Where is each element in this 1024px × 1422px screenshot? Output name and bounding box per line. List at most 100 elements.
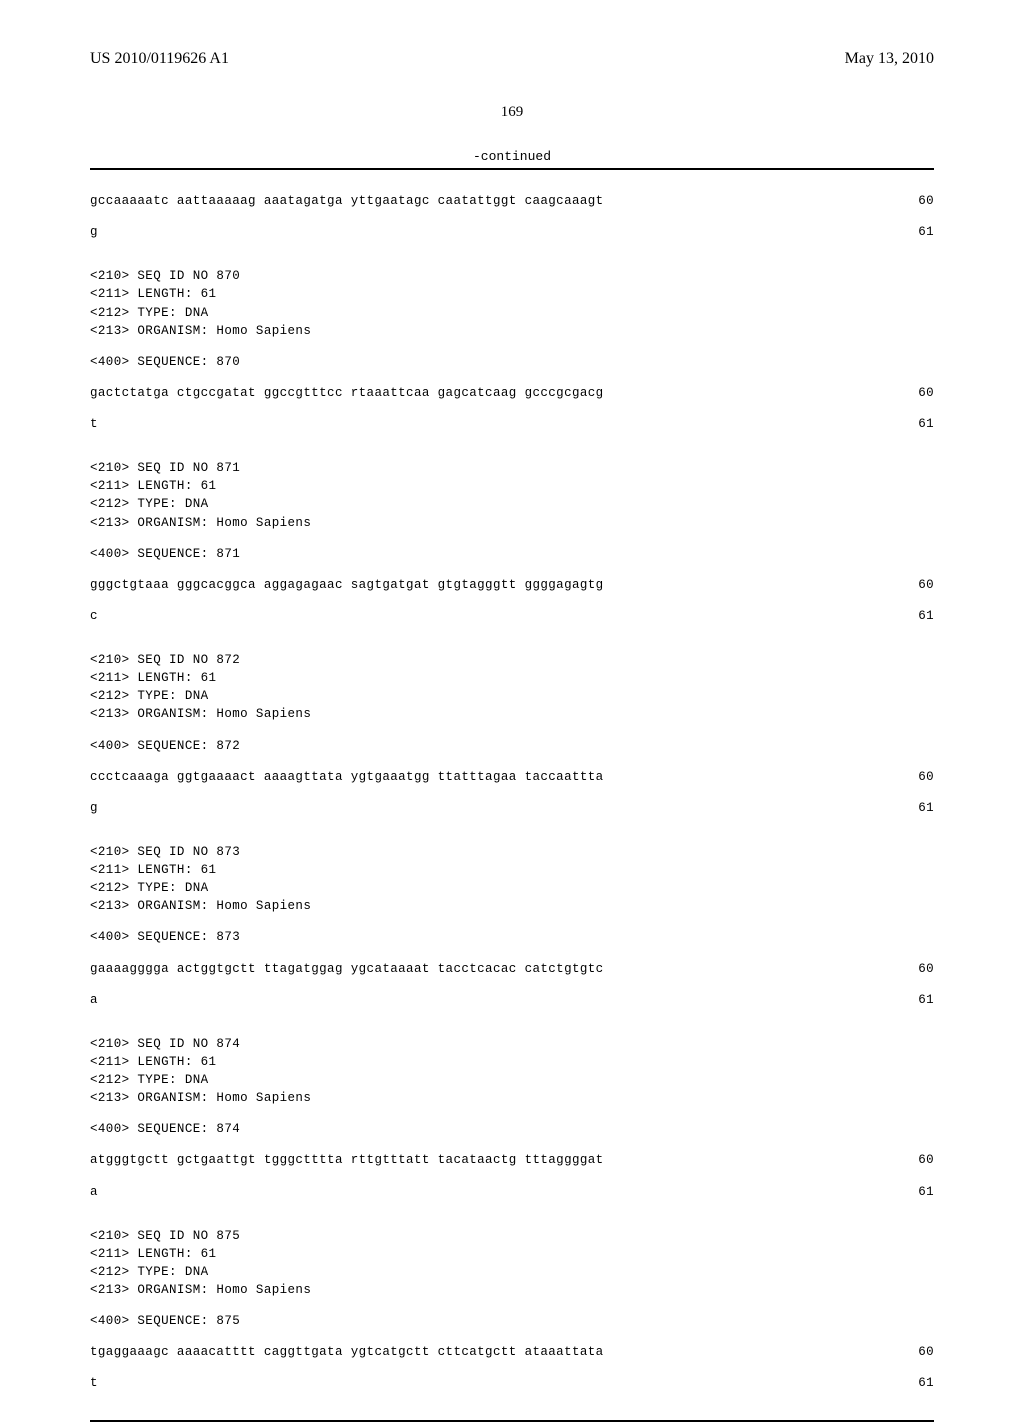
position-number: 61 xyxy=(894,223,934,241)
sequence-line: a xyxy=(90,1183,98,1201)
position-number: 60 xyxy=(894,960,934,978)
rule-top xyxy=(90,168,934,170)
position-number: 60 xyxy=(894,768,934,786)
page-header: US 2010/0119626 A1 May 13, 2010 xyxy=(90,50,934,68)
position-number: 61 xyxy=(894,1374,934,1392)
spacer xyxy=(90,594,934,607)
spacer xyxy=(90,638,934,651)
spacer xyxy=(90,786,934,799)
position-number: 60 xyxy=(894,384,934,402)
spacer xyxy=(90,1022,934,1035)
sequence-row: c61 xyxy=(90,607,934,625)
sequence-row: gactctatga ctgccgatat ggccgtttcc rtaaatt… xyxy=(90,384,934,402)
seq-meta: <212> TYPE: DNA xyxy=(90,495,934,513)
spacer xyxy=(90,1330,934,1343)
seq-meta: <213> ORGANISM: Homo Sapiens xyxy=(90,897,934,915)
seq-meta: <211> LENGTH: 61 xyxy=(90,285,934,303)
seq-meta: <210> SEQ ID NO 872 xyxy=(90,651,934,669)
seq-label: <400> SEQUENCE: 871 xyxy=(90,545,934,563)
seq-label: <400> SEQUENCE: 870 xyxy=(90,353,934,371)
spacer xyxy=(90,433,934,446)
sequence-line: gccaaaaatc aattaaaaag aaatagatga yttgaat… xyxy=(90,192,604,210)
seq-meta: <210> SEQ ID NO 870 xyxy=(90,267,934,285)
sequence-row: gccaaaaatc aattaaaaag aaatagatga yttgaat… xyxy=(90,192,934,210)
spacer xyxy=(90,210,934,223)
seq-meta: <211> LENGTH: 61 xyxy=(90,861,934,879)
seq-meta: <213> ORGANISM: Homo Sapiens xyxy=(90,514,934,532)
sequence-line: ccctcaaaga ggtgaaaact aaaagttata ygtgaaa… xyxy=(90,768,604,786)
spacer xyxy=(90,371,934,384)
seq-meta: <210> SEQ ID NO 871 xyxy=(90,459,934,477)
rule-bottom xyxy=(90,1420,934,1422)
seq-meta: <212> TYPE: DNA xyxy=(90,687,934,705)
sequence-row: t 61 xyxy=(90,415,934,433)
position-number: 61 xyxy=(894,415,934,433)
spacer xyxy=(90,1299,934,1312)
position-number: 60 xyxy=(894,1343,934,1361)
spacer xyxy=(90,241,934,254)
position-number: 61 xyxy=(894,799,934,817)
sequence-line: t xyxy=(90,415,98,433)
seq-meta: <211> LENGTH: 61 xyxy=(90,1245,934,1263)
spacer xyxy=(90,1361,934,1374)
seq-label: <400> SEQUENCE: 872 xyxy=(90,737,934,755)
spacer xyxy=(90,830,934,843)
seq-meta: <212> TYPE: DNA xyxy=(90,879,934,897)
page-number: 169 xyxy=(90,104,934,121)
position-number: 60 xyxy=(894,1151,934,1169)
sequence-row: gaaaagggga actggtgctt ttagatggag ygcataa… xyxy=(90,960,934,978)
spacer xyxy=(90,254,934,267)
sequence-line: c xyxy=(90,607,98,625)
seq-label: <400> SEQUENCE: 875 xyxy=(90,1312,934,1330)
seq-meta: <211> LENGTH: 61 xyxy=(90,669,934,687)
seq-meta: <213> ORGANISM: Homo Sapiens xyxy=(90,1089,934,1107)
sequence-line: t xyxy=(90,1374,98,1392)
sequence-row: atgggtgctt gctgaattgt tgggctttta rttgttt… xyxy=(90,1151,934,1169)
spacer xyxy=(90,1214,934,1227)
position-number: 60 xyxy=(894,192,934,210)
seq-label: <400> SEQUENCE: 874 xyxy=(90,1120,934,1138)
publication-number: US 2010/0119626 A1 xyxy=(90,50,229,68)
seq-meta: <213> ORGANISM: Homo Sapiens xyxy=(90,705,934,723)
spacer xyxy=(90,947,934,960)
spacer xyxy=(90,1170,934,1183)
spacer xyxy=(90,1138,934,1151)
sequence-row: a 61 xyxy=(90,1183,934,1201)
spacer xyxy=(90,724,934,737)
sequence-listing: gccaaaaatc aattaaaaag aaatagatga yttgaat… xyxy=(90,192,934,1406)
spacer xyxy=(90,915,934,928)
sequence-row: ccctcaaaga ggtgaaaact aaaagttata ygtgaaa… xyxy=(90,768,934,786)
spacer xyxy=(90,625,934,638)
position-number: 60 xyxy=(894,576,934,594)
spacer xyxy=(90,755,934,768)
sequence-row: g61 xyxy=(90,799,934,817)
sequence-row: tgaggaaagc aaaacatttt caggttgata ygtcatg… xyxy=(90,1343,934,1361)
seq-meta: <212> TYPE: DNA xyxy=(90,304,934,322)
sequence-line: g xyxy=(90,223,98,241)
spacer xyxy=(90,340,934,353)
sequence-row: a61 xyxy=(90,991,934,1009)
spacer xyxy=(90,978,934,991)
seq-meta: <212> TYPE: DNA xyxy=(90,1071,934,1089)
spacer xyxy=(90,1009,934,1022)
seq-meta: <210> SEQ ID NO 873 xyxy=(90,843,934,861)
spacer xyxy=(90,532,934,545)
seq-meta: <210> SEQ ID NO 875 xyxy=(90,1227,934,1245)
spacer xyxy=(90,1201,934,1214)
spacer xyxy=(90,1107,934,1120)
sequence-line: atgggtgctt gctgaattgt tgggctttta rttgttt… xyxy=(90,1151,604,1169)
seq-meta: <213> ORGANISM: Homo Sapiens xyxy=(90,322,934,340)
spacer xyxy=(90,817,934,830)
sequence-line: gggctgtaaa gggcacggca aggagagaac sagtgat… xyxy=(90,576,604,594)
seq-meta: <212> TYPE: DNA xyxy=(90,1263,934,1281)
sequence-row: t 61 xyxy=(90,1374,934,1392)
position-number: 61 xyxy=(894,1183,934,1201)
page: US 2010/0119626 A1 May 13, 2010 169 -con… xyxy=(0,0,1024,1320)
spacer xyxy=(90,402,934,415)
sequence-line: a xyxy=(90,991,98,1009)
sequence-line: tgaggaaagc aaaacatttt caggttgata ygtcatg… xyxy=(90,1343,604,1361)
continued-label: -continued xyxy=(90,149,934,164)
seq-meta: <210> SEQ ID NO 874 xyxy=(90,1035,934,1053)
seq-meta: <211> LENGTH: 61 xyxy=(90,1053,934,1071)
sequence-row: g 61 xyxy=(90,223,934,241)
